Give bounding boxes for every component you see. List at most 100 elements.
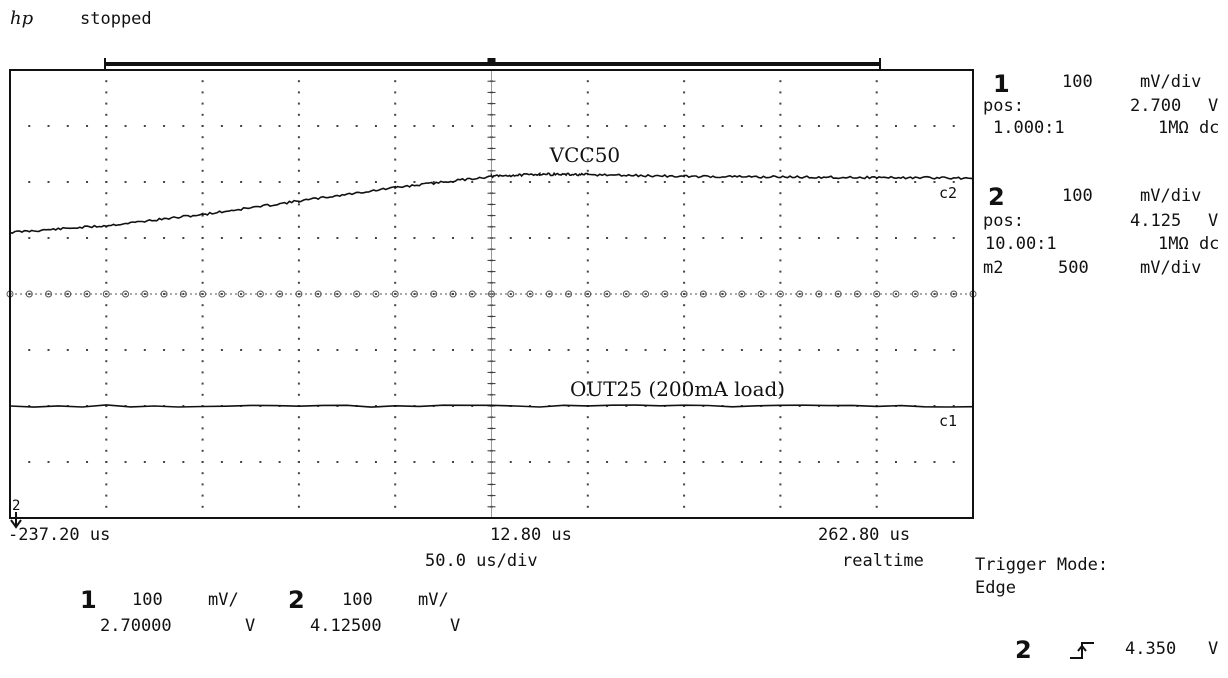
grid-dot [586,281,589,284]
grid-dot [529,237,532,239]
grid-dot [105,181,108,183]
grid-dot [760,237,763,239]
grid-dot [875,315,878,318]
grid-dot [952,349,955,351]
grid-dot [856,349,859,351]
grid-dot [798,349,801,351]
grid-dot [394,427,397,430]
grid-dot [201,393,204,396]
grid-dot [779,237,782,239]
grid-dot [124,237,127,239]
grid-dot [740,349,743,351]
grid-dot [297,192,300,195]
grid-dot [586,304,589,307]
grid-dot [779,169,782,172]
grid-dot [394,225,397,228]
grid-dot [683,337,686,340]
center-axis-marker [179,290,187,298]
grid-dot [875,192,878,195]
center-axis-marker [410,290,418,298]
grid-dot [683,259,686,262]
grid-dot [683,214,686,217]
grid-dot [683,427,686,430]
footer-ch1-number: 1 [80,586,97,614]
grid-dot [47,293,50,295]
grid-dot [297,214,300,217]
grid-dot [201,472,204,475]
grid-dot [914,181,917,183]
grid-dot [105,360,108,363]
grid-dot [875,181,878,183]
grid-dot [105,449,108,452]
grid-dot [779,113,782,116]
grid-dot [66,237,69,239]
grid-dot [606,181,609,183]
grid-dot [663,181,666,183]
grid-dot [586,416,589,419]
grid-dot [683,113,686,116]
grid-dot [952,293,955,295]
grid-dot [201,382,204,385]
grid-dot [451,461,454,463]
grid-dot [683,169,686,172]
grid-dot [875,225,878,228]
grid-dot [143,181,146,183]
center-axis-marker [333,290,341,298]
grid-dot [240,125,243,127]
grid-dot [644,237,647,239]
grid-dot [779,315,782,318]
grid-dot [933,125,936,127]
grid-dot [297,360,300,363]
grid-dot [86,461,89,463]
grid-dot [355,461,358,463]
grid-dot [875,382,878,385]
grid-dot [297,91,300,94]
grid-dot [837,237,840,239]
grid-dot [297,315,300,318]
grid-dot [201,438,204,441]
grid-dot [740,125,743,127]
grid-dot [201,158,204,161]
grid-dot [336,461,339,463]
grid-dot [163,237,166,239]
center-axis-marker [950,290,958,298]
grid-dot [586,494,589,497]
grid-dot [683,237,686,239]
grid-dot [952,125,955,127]
channel-1-pos-unit: V [1208,96,1219,116]
grid-dot [28,293,31,295]
grid-dot [933,405,936,407]
grid-dot [394,326,397,329]
grid-dot [837,181,840,183]
grid-dot [451,125,454,127]
grid-dot [702,125,705,127]
grid-dot [779,214,782,217]
grid-dot [86,237,89,239]
grid-dot [817,125,820,127]
grid-dot [875,169,878,172]
grid-dot [105,494,108,497]
grid-dot [355,181,358,183]
grid-dot [394,158,397,161]
grid-dot [817,293,820,295]
grid-dot [875,259,878,262]
grid-dot [683,192,686,195]
grid-dot [143,349,146,351]
grid-dot [201,214,204,217]
grid-dot [201,427,204,430]
grid-dot [394,248,397,251]
channel-2-probe: 10.00:1 [985,234,1057,254]
grid-dot [683,438,686,441]
grid-dot [586,80,589,83]
grid-dot [625,349,628,351]
grid-dot [606,125,609,127]
grid-dot [779,382,782,385]
grid-dot [606,349,609,351]
grid-dot [374,349,377,351]
channel-2-pos-value: 4.125 [1130,211,1182,231]
grid-dot [875,472,878,475]
grid-dot [779,494,782,497]
channel-2-scale: 100 [1062,186,1093,206]
center-axis-marker [449,290,457,298]
grid-dot [413,293,416,295]
